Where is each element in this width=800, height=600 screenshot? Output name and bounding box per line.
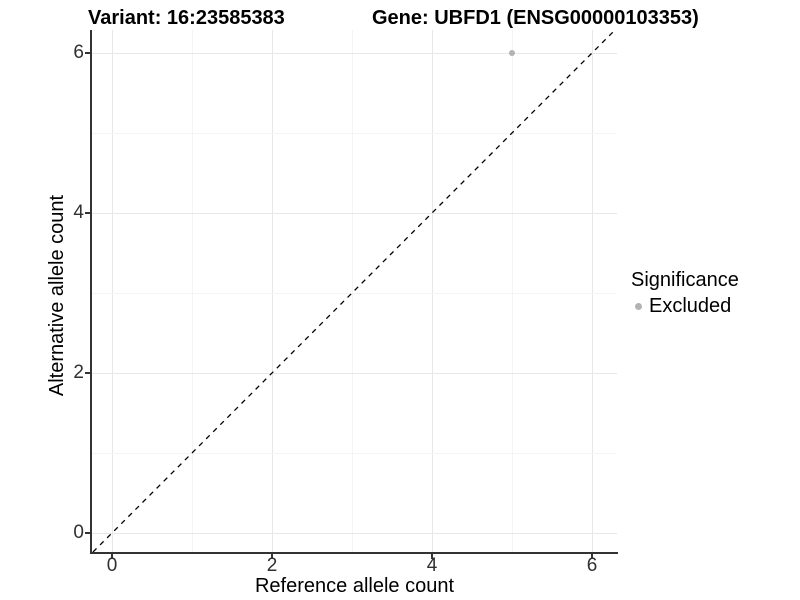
plot-title-variant: Variant: 16:23585383	[88, 7, 285, 29]
gridline-y6	[92, 53, 617, 54]
y-tick-label-4: 4	[73, 202, 84, 223]
x-axis-line	[90, 552, 618, 554]
gridline-y2	[92, 373, 617, 374]
gridline-y3-minor	[92, 293, 617, 294]
gridline-x2	[272, 30, 273, 552]
gridline-y5-minor	[92, 133, 617, 134]
y-tick-6	[85, 52, 90, 54]
x-tick-4	[431, 554, 433, 559]
y-tick-0	[85, 532, 90, 534]
identity-line-layer	[92, 30, 616, 552]
y-tick-label-0: 0	[73, 522, 84, 543]
plot-title-gene: Gene: UBFD1 (ENSG00000103353)	[372, 7, 699, 29]
x-tick-label-4: 4	[426, 555, 438, 576]
y-tick-label-2: 2	[73, 362, 84, 383]
gridline-x3-minor	[352, 30, 353, 552]
x-tick-6	[591, 554, 593, 559]
legend: Significance Excluded	[631, 269, 739, 318]
legend-item-label: Excluded	[649, 295, 732, 317]
gridline-x1-minor	[192, 30, 193, 552]
y-tick-4	[85, 212, 90, 214]
gridline-x0	[112, 30, 113, 552]
x-tick-label-2: 2	[266, 555, 278, 576]
gridline-y4	[92, 213, 617, 214]
gridline-x5-minor	[512, 30, 513, 552]
x-tick-label-0: 0	[106, 555, 118, 576]
x-tick-0	[111, 554, 113, 559]
y-tick-2	[85, 372, 90, 374]
y-tick-label-6: 6	[73, 42, 84, 63]
legend-title: Significance	[631, 269, 739, 291]
identity-dashed-line	[92, 30, 616, 552]
gridline-x6	[592, 30, 593, 552]
legend-key-dot-icon	[635, 303, 642, 310]
gridline-y0	[92, 533, 617, 534]
gridline-x4	[432, 30, 433, 552]
y-axis-title: Alternative allele count	[46, 194, 68, 397]
legend-item-excluded: Excluded	[631, 295, 739, 318]
x-tick-label-6: 6	[586, 555, 598, 576]
x-tick-2	[271, 554, 273, 559]
y-axis-line	[90, 30, 92, 554]
data-point-excluded	[509, 50, 515, 56]
gridline-y1-minor	[92, 453, 617, 454]
plot-panel	[92, 30, 617, 552]
x-axis-title: Reference allele count	[254, 575, 454, 597]
